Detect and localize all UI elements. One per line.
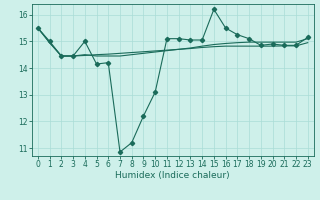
X-axis label: Humidex (Indice chaleur): Humidex (Indice chaleur) <box>116 171 230 180</box>
